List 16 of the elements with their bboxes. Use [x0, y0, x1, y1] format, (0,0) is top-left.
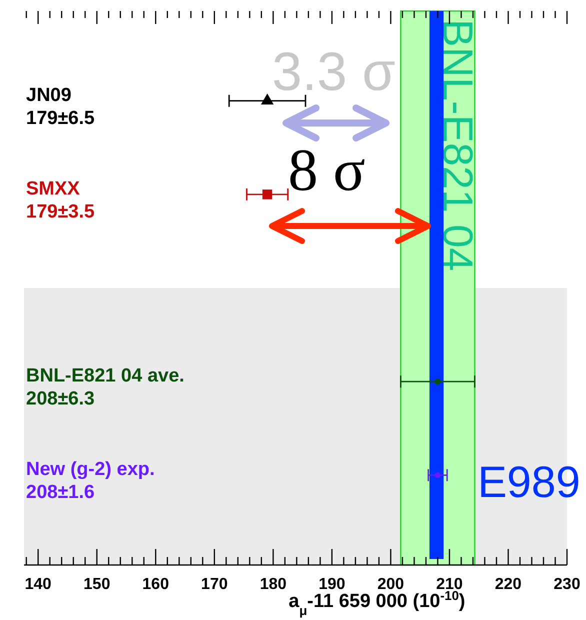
x-tick-label: 170 [201, 576, 228, 593]
band-label: BNL-E821 04 [434, 19, 482, 272]
y-tick-label: BNL-E821 04 ave. 208±6.3 [26, 366, 184, 410]
x-tick-label: 150 [84, 576, 110, 593]
x-tick-label: 180 [260, 576, 287, 593]
x-tick-label: 200 [377, 576, 404, 593]
annotation: 8 σ [288, 137, 366, 203]
band-label: E989 [478, 458, 580, 507]
y-tick-label: New (g-2) exp. 208±1.6 [26, 459, 155, 504]
x-tick-label: 190 [318, 576, 346, 593]
y-tick-label: SMXX 179±3.5 [26, 178, 95, 222]
y-tick-label: JN09 179±6.5 [26, 84, 95, 129]
x-tick-label: 140 [24, 576, 52, 593]
x-tick-label: 230 [554, 576, 580, 593]
x-tick-label: 160 [142, 576, 170, 593]
x-tick-label: 220 [494, 576, 522, 593]
